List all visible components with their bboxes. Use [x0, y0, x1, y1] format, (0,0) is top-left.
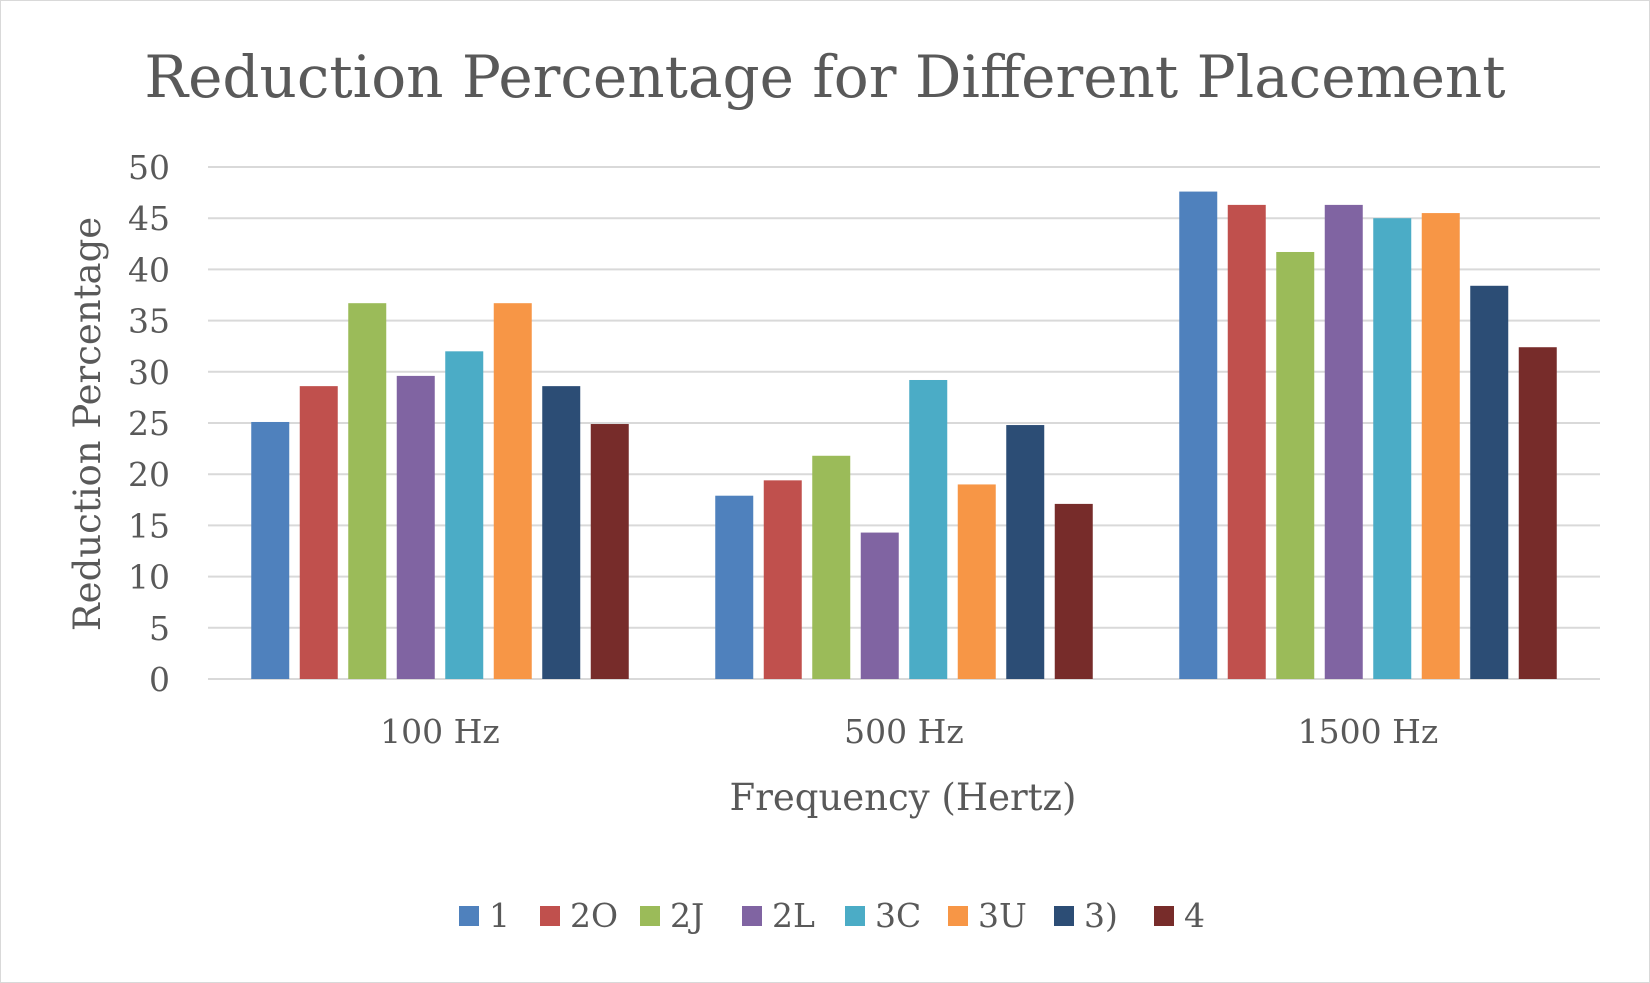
legend-swatch-1 — [540, 906, 560, 926]
y-tick-label: 0 — [149, 660, 170, 699]
y-tick-label: 50 — [128, 148, 170, 187]
y-tick-label: 40 — [128, 250, 170, 289]
bar-1500hz-series-3 — [1324, 204, 1363, 679]
legend: 1 2O 2J 2L 3C 3U 3) 4 — [459, 896, 1205, 935]
bar-100hz-series-1 — [299, 386, 338, 679]
bar-100hz-series-7 — [590, 424, 629, 679]
bar-100hz-series-0 — [251, 421, 290, 679]
bar-500hz-series-1 — [763, 480, 802, 679]
x-axis-ticks: 100 Hz 500 Hz 1500 Hz — [380, 712, 1438, 751]
legend-swatch-3 — [742, 906, 762, 926]
bar-500hz-series-2 — [812, 455, 851, 679]
bar-1500hz-series-4 — [1373, 218, 1412, 679]
y-tick-label: 15 — [128, 506, 170, 545]
legend-swatch-2 — [640, 906, 660, 926]
x-axis-title: Frequency (Hertz) — [730, 776, 1077, 819]
y-tick-label: 35 — [128, 302, 170, 341]
y-axis-title: Reduction Percentage — [66, 217, 109, 631]
y-axis-ticks: 0 5 10 15 20 25 30 35 40 45 50 — [128, 148, 170, 699]
y-tick-label: 20 — [128, 455, 170, 494]
bar-500hz-series-6 — [1006, 425, 1045, 679]
legend-label-4: 3C — [875, 896, 921, 935]
bar-100hz-series-5 — [493, 303, 532, 679]
bar-100hz-series-6 — [542, 386, 581, 679]
bar-500hz-series-5 — [957, 484, 996, 679]
bar-100hz-series-2 — [348, 303, 387, 679]
bar-500hz-series-7 — [1054, 503, 1093, 679]
bar-500hz-series-0 — [715, 495, 754, 679]
bar-100hz-series-4 — [445, 351, 484, 679]
legend-swatch-4 — [845, 906, 865, 926]
bars — [251, 191, 1557, 680]
legend-swatch-6 — [1054, 906, 1074, 926]
y-tick-label: 25 — [128, 404, 170, 443]
y-tick-label: 45 — [128, 199, 170, 238]
legend-swatch-0 — [459, 906, 479, 926]
x-tick-label: 500 Hz — [844, 712, 964, 751]
bar-1500hz-series-5 — [1421, 213, 1460, 679]
x-tick-label: 1500 Hz — [1298, 712, 1439, 751]
bar-500hz-series-4 — [909, 379, 948, 679]
y-tick-label: 30 — [128, 353, 170, 392]
bar-1500hz-series-6 — [1470, 285, 1509, 679]
legend-label-6: 3) — [1084, 896, 1118, 935]
legend-swatch-5 — [948, 906, 968, 926]
bar-1500hz-series-2 — [1276, 251, 1315, 679]
chart-title: Reduction Percentage for Different Place… — [144, 43, 1505, 111]
bar-1500hz-series-0 — [1179, 191, 1218, 680]
legend-label-0: 1 — [489, 896, 510, 935]
legend-swatch-7 — [1154, 906, 1174, 926]
legend-label-2: 2J — [670, 896, 704, 935]
bar-1500hz-series-7 — [1518, 347, 1557, 679]
legend-label-7: 4 — [1184, 896, 1205, 935]
y-tick-label: 10 — [128, 558, 170, 597]
x-tick-label: 100 Hz — [380, 712, 500, 751]
bar-1500hz-series-1 — [1227, 204, 1266, 679]
legend-label-5: 3U — [978, 896, 1027, 935]
gridlines — [208, 166, 1600, 680]
legend-label-1: 2O — [570, 896, 618, 935]
bar-500hz-series-3 — [860, 532, 899, 679]
legend-label-3: 2L — [772, 896, 815, 935]
y-tick-label: 5 — [149, 609, 170, 648]
bar-100hz-series-3 — [396, 375, 435, 679]
